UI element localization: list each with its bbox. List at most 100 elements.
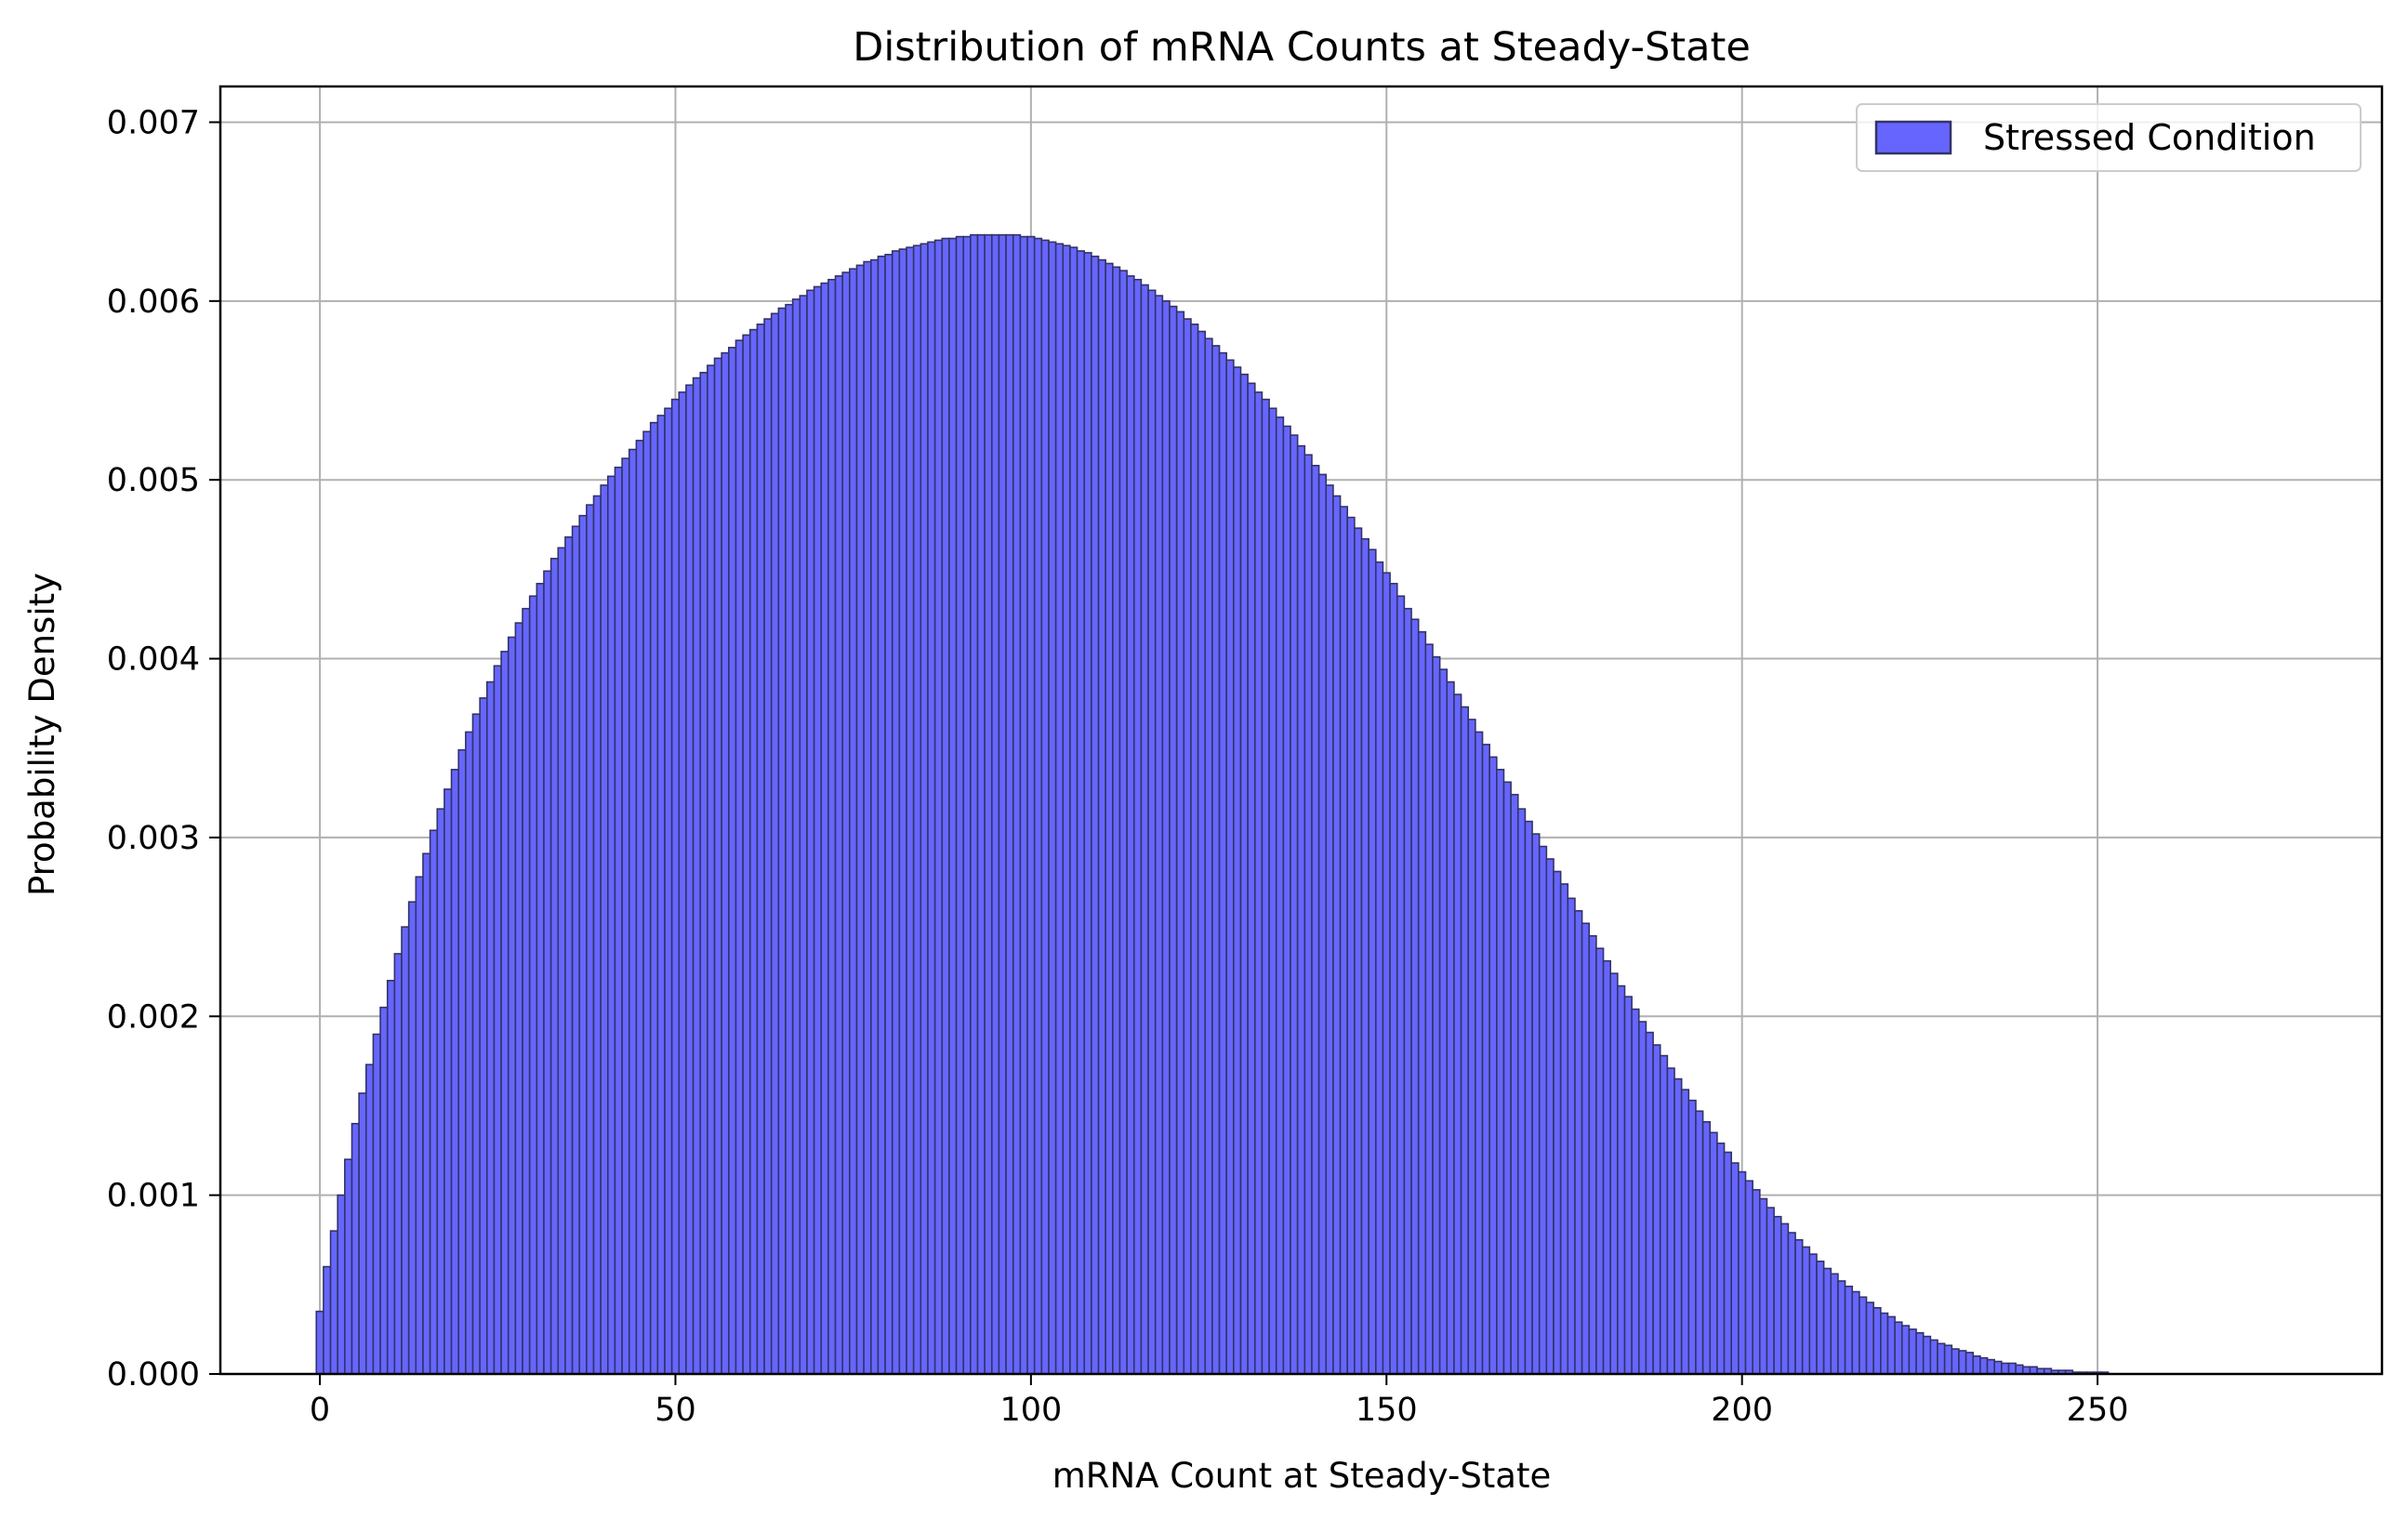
histogram-bar (564, 535, 574, 1375)
x-axis-ticks: 0 50 100 150 200 250 (310, 1374, 2129, 1429)
histogram-bar (1972, 1354, 1981, 1375)
histogram-bar (1951, 1348, 1960, 1375)
histogram-bar (1780, 1222, 1790, 1375)
histogram-bar (1360, 537, 1369, 1375)
histogram-bar (1958, 1350, 1967, 1375)
y-tick-label: 0.007 (107, 104, 200, 141)
legend-swatch (1874, 120, 1952, 155)
histogram-bar (557, 547, 566, 1375)
histogram-bar (1538, 845, 1548, 1375)
histogram-bar (1567, 897, 1576, 1375)
y-tick-label: 0.003 (107, 820, 200, 857)
histogram-bar (1375, 561, 1384, 1375)
histogram-bar (578, 514, 588, 1375)
histogram-bar (877, 255, 886, 1375)
histogram-bar (1687, 1099, 1697, 1375)
histogram-bar (1993, 1360, 2003, 1375)
histogram-bar (1311, 465, 1320, 1375)
x-tick-label: 200 (1711, 1392, 1773, 1429)
histogram-bar (1666, 1067, 1675, 1375)
histogram-bar (1929, 1339, 1938, 1375)
histogram-bar (1808, 1253, 1818, 1375)
histogram-bar (1211, 345, 1221, 1375)
axes-frame (218, 85, 2384, 1376)
histogram-bar (1851, 1290, 1860, 1375)
histogram-bar (1965, 1352, 1975, 1375)
y-axis-label: Probability Density (22, 573, 62, 896)
y-axis-ticks: 0.000 0.001 0.002 0.003 0.004 0.005 0.006 0.007 (107, 104, 220, 1394)
histogram-bar (1674, 1077, 1683, 1375)
histogram-bar (628, 448, 638, 1375)
histogram-bar (1723, 1151, 1733, 1375)
histogram-bar (920, 243, 929, 1375)
histogram-bar (1617, 984, 1626, 1375)
histogram-bar (315, 1310, 324, 1375)
histogram-bar (1290, 434, 1299, 1375)
histogram-bar (791, 298, 801, 1375)
histogram-bar (543, 570, 552, 1375)
histogram-bar (386, 980, 396, 1375)
histogram-bar (785, 303, 794, 1375)
histogram-bar (1937, 1342, 1946, 1375)
histogram-bar (1894, 1321, 1903, 1375)
histogram-bar (1773, 1215, 1782, 1375)
histogram-bar (1026, 235, 1036, 1375)
histogram-bar (358, 1092, 367, 1375)
histogram-bar (607, 475, 616, 1375)
histogram-bar (834, 275, 844, 1375)
histogram-bar (1417, 630, 1427, 1375)
histogram-bar (1652, 1044, 1661, 1375)
histogram-bar (1915, 1331, 1925, 1375)
histogram-bar (415, 876, 424, 1375)
histogram-bar (1744, 1180, 1753, 1375)
histogram-bar (1496, 769, 1505, 1375)
x-tick-label: 250 (2067, 1392, 2129, 1429)
histogram-bar (450, 769, 460, 1375)
histogram-bar (721, 351, 730, 1375)
histogram-bar (1019, 235, 1028, 1375)
histogram-bar (1275, 416, 1285, 1375)
histogram-bar (1190, 324, 1199, 1375)
histogram-bar (1410, 618, 1420, 1375)
histogram-bar (536, 582, 545, 1375)
histogram-bar (2001, 1362, 2010, 1375)
histogram-bar (528, 595, 538, 1375)
histogram-bar (1531, 833, 1541, 1375)
histogram-bar (1012, 233, 1022, 1375)
histogram-bar (1588, 934, 1597, 1375)
histogram-bar (1595, 947, 1605, 1375)
histogram-bar (407, 901, 417, 1375)
chart-title: Distribution of mRNA Counts at Steady-St… (853, 24, 1751, 71)
histogram-bar (1054, 243, 1065, 1375)
histogram-bar (799, 295, 808, 1375)
histogram-bar (479, 697, 488, 1375)
histogram-bar (1481, 744, 1490, 1375)
histogram-bar (777, 307, 787, 1375)
histogram-bar (1475, 731, 1484, 1375)
histogram-bar (849, 268, 858, 1375)
histogram-bar (869, 258, 880, 1375)
histogram-bar (898, 248, 907, 1375)
histogram-bar (927, 241, 936, 1375)
histogram-bar (1140, 284, 1149, 1375)
histogram-bar (2015, 1364, 2024, 1375)
histogram-bar (756, 324, 765, 1375)
histogram-bar (522, 607, 531, 1375)
histogram-bar (1296, 444, 1306, 1375)
histogram-bar (1005, 233, 1014, 1375)
legend-box (1856, 103, 2362, 172)
histogram-bar (855, 264, 865, 1375)
x-tick-label: 150 (1356, 1392, 1418, 1429)
histogram-bar (635, 440, 644, 1375)
histogram-bar (1900, 1325, 1911, 1375)
histogram-bar (1659, 1054, 1669, 1375)
histogram-bar (351, 1122, 360, 1375)
histogram-bar (1033, 237, 1043, 1375)
histogram-bar (1097, 258, 1106, 1375)
histogram-bar (1396, 595, 1406, 1375)
histogram-bar (976, 233, 986, 1375)
histogram-bar (906, 246, 915, 1375)
histogram-bar (678, 391, 687, 1375)
x-tick-label: 100 (999, 1392, 1062, 1429)
histogram-bar (422, 852, 431, 1375)
